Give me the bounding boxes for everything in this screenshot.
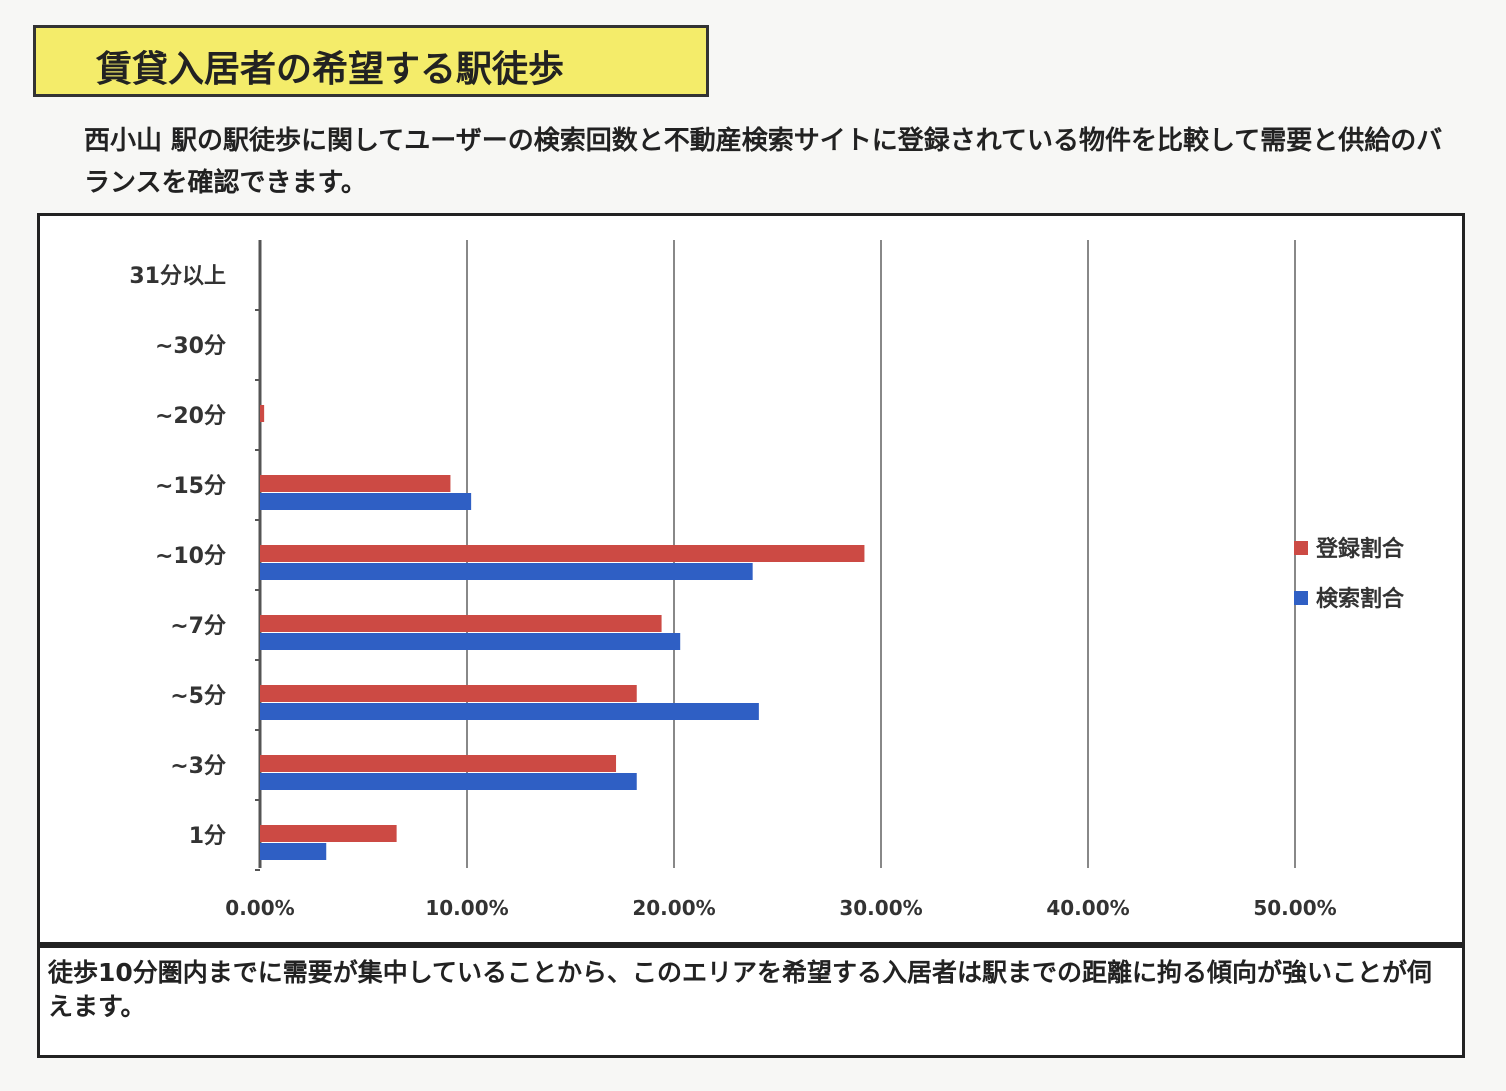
y-tick-label: 31分以上 (129, 264, 226, 289)
note-text: 徒歩10分圏内までに需要が集中していることから、このエリアを希望する入居者は駅ま… (48, 958, 1433, 1021)
y-tick-label: ~30分 (155, 334, 226, 359)
x-tick-label: 30.00% (839, 896, 922, 920)
page-title: 賃貸入居者の希望する駅徒歩 (96, 49, 565, 90)
x-tick-label: 50.00% (1253, 896, 1336, 920)
title-box: 賃貸入居者の希望する駅徒歩 (33, 25, 709, 97)
bar-registered (260, 615, 662, 632)
x-tick-label: 40.00% (1046, 896, 1129, 920)
x-tick-label: 0.00% (225, 896, 294, 920)
x-tick-label: 10.00% (425, 896, 508, 920)
bar-registered (260, 825, 397, 842)
bar-registered (260, 755, 617, 772)
y-tick-label: ~10分 (155, 544, 226, 569)
description: 西小山 駅の駅徒歩に関してユーザーの検索回数と不動産検索サイトに登録されている物… (84, 126, 1443, 198)
y-tick-label: ~5分 (170, 684, 226, 709)
legend-swatch (1294, 591, 1308, 605)
bar-registered (260, 405, 265, 422)
bar-registered (260, 685, 637, 702)
x-tick-label: 20.00% (632, 896, 715, 920)
bar-registered (260, 545, 865, 562)
y-tick-label: ~15分 (155, 474, 226, 499)
bar-search (260, 703, 759, 720)
bar-search (260, 493, 472, 510)
bar-search (260, 633, 681, 650)
legend-label: 検索割合 (1316, 586, 1405, 612)
bar-registered (260, 475, 451, 492)
y-tick-label: ~3分 (170, 754, 226, 779)
bar-search (260, 843, 327, 860)
legend-swatch (1294, 541, 1308, 555)
legend-label: 登録割合 (1315, 536, 1405, 562)
y-tick-label: ~7分 (170, 614, 226, 639)
bar-search (260, 563, 753, 580)
bar-chart: 0.00% 10.00% 20.00% 30.00% 40.00% 50.00% 31分以上… (129, 240, 1405, 920)
note-box: 徒歩10分圏内までに需要が集中していることから、このエリアを希望する入居者は駅ま… (37, 945, 1465, 1058)
y-tick-label: ~20分 (155, 404, 226, 429)
bar-search (260, 773, 637, 790)
chart-box: 0.00% 10.00% 20.00% 30.00% 40.00% 50.00% 31分以上… (37, 213, 1465, 945)
y-tick-label: 1分 (189, 824, 226, 849)
